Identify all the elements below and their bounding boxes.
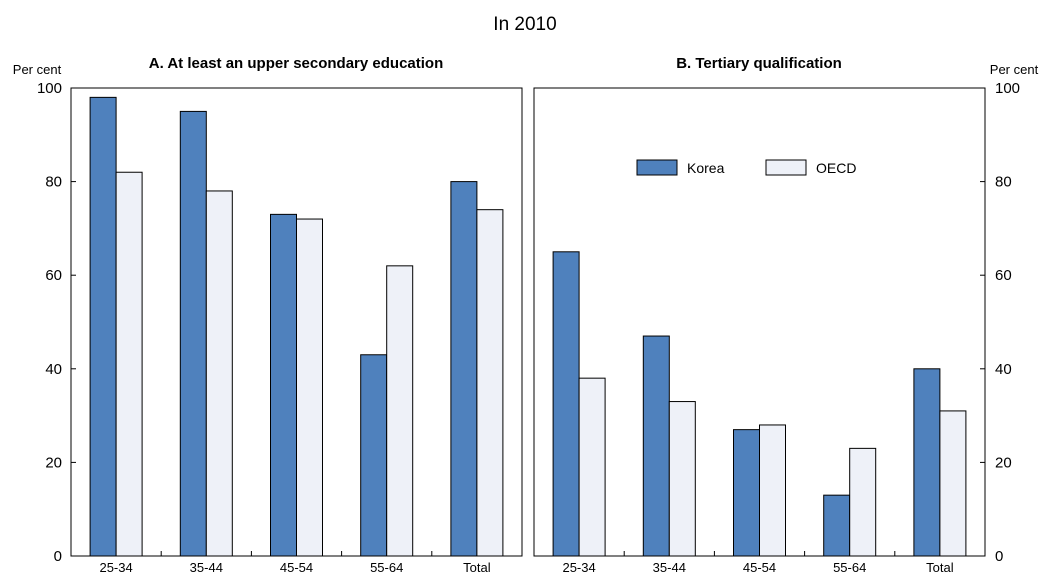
- panel-b-bar-korea-25-34: [552, 251, 580, 557]
- legend-swatch-korea: [636, 159, 678, 176]
- panel-b-category-label: 35-44: [653, 560, 686, 575]
- panel-a-ytick-label: 80: [45, 174, 62, 191]
- panel-b-title: B. Tertiary qualification: [676, 55, 842, 72]
- panel-b-category-label: 55-64: [833, 560, 866, 575]
- panel-a-bar-korea-25-34: [89, 96, 117, 557]
- panel-b-ytick-label: 20: [995, 454, 1012, 471]
- panel-b-category-label: 45-54: [743, 560, 776, 575]
- panel-b-bar-korea-total: [913, 368, 941, 557]
- panel-b-ylabel: Per cent: [990, 62, 1039, 77]
- panel-a-title: A. At least an upper secondary education: [149, 55, 444, 72]
- panel-a-category-label: Total: [463, 560, 491, 575]
- panel-a-bar-oecd-45-54: [296, 218, 323, 557]
- panel-a-category-label: 35-44: [190, 560, 223, 575]
- legend-label-oecd: OECD: [816, 160, 856, 176]
- panel-b-ytick-label: 40: [995, 361, 1012, 378]
- panel-a-category-label: 55-64: [370, 560, 403, 575]
- panel-b-bar-oecd-25-34: [578, 377, 606, 557]
- chart-title: In 2010: [493, 14, 556, 35]
- panel-a-ytick-label: 40: [45, 361, 62, 378]
- panel-a-ytick-label: 0: [54, 548, 62, 565]
- panel-a-bar-korea-total: [450, 181, 478, 557]
- panel-b-bar-oecd-35-44: [668, 401, 696, 557]
- panel-b-bar-korea-55-64: [823, 494, 851, 557]
- panel-b-category-label: Total: [926, 560, 954, 575]
- legend: Korea OECD: [636, 159, 856, 176]
- legend-label-korea: Korea: [687, 160, 725, 176]
- panel-a-bar-oecd-25-34: [115, 171, 143, 557]
- panel-a-bar-korea-55-64: [360, 354, 388, 557]
- panel-b-ytick-label: 60: [995, 267, 1012, 284]
- panel-a-plot: 0 20 40 60 80 100 25-34 35-44 45-54 55-64 Total: [37, 80, 504, 575]
- panel-a-bar-oecd-total: [476, 209, 504, 557]
- panel-a-ytick-label: 100: [37, 80, 62, 97]
- panel-b-plot: 0 20 40 60 80 100 25-34 35-44 45-54 55-64 Total: [552, 80, 1020, 575]
- panel-b-bar-korea-45-54: [733, 429, 760, 557]
- panel-a-bar-oecd-35-44: [205, 190, 233, 557]
- panel-a-ytick-label: 60: [45, 267, 62, 284]
- panel-b-category-label: 25-34: [562, 560, 595, 575]
- panel-a-category-label: 45-54: [280, 560, 313, 575]
- panel-b-bar-korea-35-44: [642, 335, 670, 557]
- panel-a-bar-korea-35-44: [179, 110, 207, 557]
- panel-a-bar-oecd-55-64: [386, 265, 414, 557]
- panel-a-ytick-label: 20: [45, 454, 62, 471]
- panel-a-category-label: 25-34: [99, 560, 132, 575]
- panel-a-ylabel: Per cent: [13, 62, 62, 77]
- legend-swatch-oecd: [765, 159, 807, 176]
- panel-b-bar-oecd-45-54: [759, 424, 786, 557]
- panel-a-bar-korea-45-54: [270, 213, 297, 557]
- panel-b-bar-oecd-total: [939, 410, 967, 557]
- panel-b-ytick-label: 0: [995, 548, 1003, 565]
- panel-b-ytick-label: 100: [995, 80, 1020, 97]
- panel-b-ytick-label: 80: [995, 174, 1012, 191]
- panel-b-bar-oecd-55-64: [849, 447, 877, 557]
